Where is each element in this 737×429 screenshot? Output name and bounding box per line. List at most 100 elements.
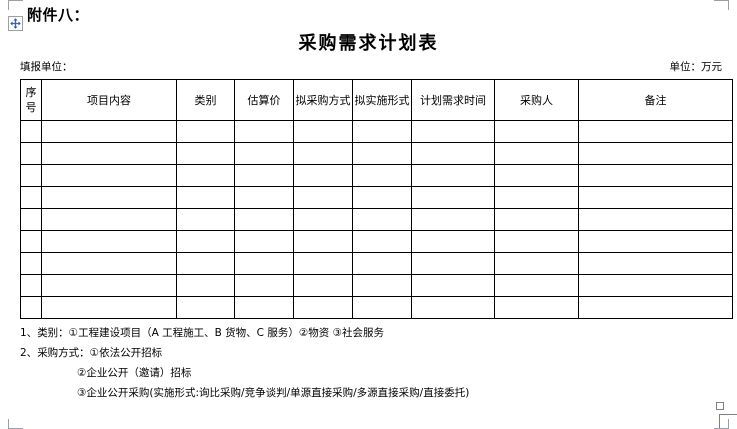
table-cell[interactable]: [578, 252, 733, 275]
table-cell[interactable]: [411, 252, 495, 275]
table-cell[interactable]: [494, 252, 579, 275]
procurement-plan-table[interactable]: 序 号 项目内容 类别 估算价 拟采购方式 拟实施形式 计划需求时间 采购人 备…: [20, 79, 733, 319]
table-cell[interactable]: [411, 164, 495, 187]
table-cell[interactable]: [494, 208, 579, 231]
table-cell[interactable]: [176, 296, 235, 319]
table-cell[interactable]: [20, 252, 42, 275]
table-cell[interactable]: [578, 208, 733, 231]
table-cell[interactable]: [234, 296, 294, 319]
table-resize-handle[interactable]: [716, 402, 724, 410]
table-row[interactable]: [20, 274, 733, 297]
table-row[interactable]: [20, 164, 733, 187]
table-cell[interactable]: [234, 120, 294, 143]
table-cell[interactable]: [352, 142, 412, 165]
table-cell[interactable]: [293, 274, 353, 297]
table-move-handle[interactable]: [8, 16, 23, 31]
table-cell[interactable]: [293, 164, 353, 187]
table-cell[interactable]: [20, 186, 42, 209]
table-cell[interactable]: [352, 274, 412, 297]
table-row[interactable]: [20, 296, 733, 319]
table-row[interactable]: [20, 186, 733, 209]
table-cell[interactable]: [352, 186, 412, 209]
table-cell[interactable]: [578, 164, 733, 187]
table-cell[interactable]: [411, 142, 495, 165]
table-cell[interactable]: [293, 296, 353, 319]
table-cell[interactable]: [352, 164, 412, 187]
table-cell[interactable]: [41, 164, 177, 187]
table-cell[interactable]: [578, 186, 733, 209]
table-cell[interactable]: [41, 274, 177, 297]
page-margin-marker-top-right: [714, 0, 729, 10]
table-cell[interactable]: [293, 142, 353, 165]
table-cell[interactable]: [20, 296, 42, 319]
table-cell[interactable]: [176, 208, 235, 231]
table-cell[interactable]: [20, 164, 42, 187]
table-cell[interactable]: [234, 142, 294, 165]
table-cell[interactable]: [234, 208, 294, 231]
table-cell[interactable]: [41, 208, 177, 231]
table-cell[interactable]: [494, 142, 579, 165]
table-cell[interactable]: [176, 230, 235, 253]
table-cell[interactable]: [352, 252, 412, 275]
table-cell[interactable]: [41, 120, 177, 143]
footnote-1-text: 类别：①工程建设项目（A 工程施工、B 货物、C 服务）②物资 ③社会服务: [37, 327, 384, 339]
footnote-2-sub-3: ③企业公开采购(实施形式:询比采购/竞争谈判/单源直接采购/多源直接采购/直接委…: [77, 387, 470, 399]
page-margin-marker-top-left: [8, 0, 23, 10]
table-row[interactable]: [20, 208, 733, 231]
table-cell[interactable]: [494, 120, 579, 143]
table-cell[interactable]: [293, 186, 353, 209]
table-cell[interactable]: [352, 296, 412, 319]
table-cell[interactable]: [176, 274, 235, 297]
table-cell[interactable]: [494, 186, 579, 209]
table-cell[interactable]: [578, 142, 733, 165]
table-cell[interactable]: [494, 164, 579, 187]
table-cell[interactable]: [578, 230, 733, 253]
table-cell[interactable]: [234, 164, 294, 187]
sequence-header-line2: 号: [25, 101, 37, 114]
table-cell[interactable]: [234, 230, 294, 253]
table-cell[interactable]: [293, 120, 353, 143]
table-cell[interactable]: [41, 142, 177, 165]
table-cell[interactable]: [411, 186, 495, 209]
table-cell[interactable]: [411, 296, 495, 319]
table-row[interactable]: [20, 120, 733, 143]
table-cell[interactable]: [176, 120, 235, 143]
table-row[interactable]: [20, 252, 733, 275]
table-cell[interactable]: [176, 186, 235, 209]
table-cell[interactable]: [352, 208, 412, 231]
table-cell[interactable]: [20, 274, 42, 297]
table-cell[interactable]: [20, 230, 42, 253]
table-cell[interactable]: [352, 230, 412, 253]
table-cell[interactable]: [411, 208, 495, 231]
table-cell[interactable]: [20, 142, 42, 165]
table-cell[interactable]: [41, 252, 177, 275]
table-cell[interactable]: [293, 208, 353, 231]
table-cell[interactable]: [411, 120, 495, 143]
table-cell[interactable]: [411, 274, 495, 297]
table-cell[interactable]: [352, 120, 412, 143]
table-cell[interactable]: [176, 252, 235, 275]
table-cell[interactable]: [41, 186, 177, 209]
table-row[interactable]: [20, 230, 733, 253]
table-cell[interactable]: [176, 164, 235, 187]
table-cell[interactable]: [578, 296, 733, 319]
table-row[interactable]: [20, 142, 733, 165]
table-cell[interactable]: [41, 296, 177, 319]
table-cell[interactable]: [293, 230, 353, 253]
table-cell[interactable]: [234, 186, 294, 209]
table-cell[interactable]: [176, 142, 235, 165]
table-cell[interactable]: [494, 296, 579, 319]
table-cell[interactable]: [494, 274, 579, 297]
table-cell[interactable]: [41, 230, 177, 253]
table-cell[interactable]: [494, 230, 579, 253]
table-cell[interactable]: [578, 274, 733, 297]
table-cell[interactable]: [234, 274, 294, 297]
table-cell[interactable]: [293, 252, 353, 275]
column-header-category: 类别: [176, 79, 235, 121]
table-cell[interactable]: [411, 230, 495, 253]
table-cell[interactable]: [20, 208, 42, 231]
table-cell[interactable]: [234, 252, 294, 275]
page-title: 采购需求计划表: [298, 33, 439, 54]
table-cell[interactable]: [578, 120, 733, 143]
table-cell[interactable]: [20, 120, 42, 143]
